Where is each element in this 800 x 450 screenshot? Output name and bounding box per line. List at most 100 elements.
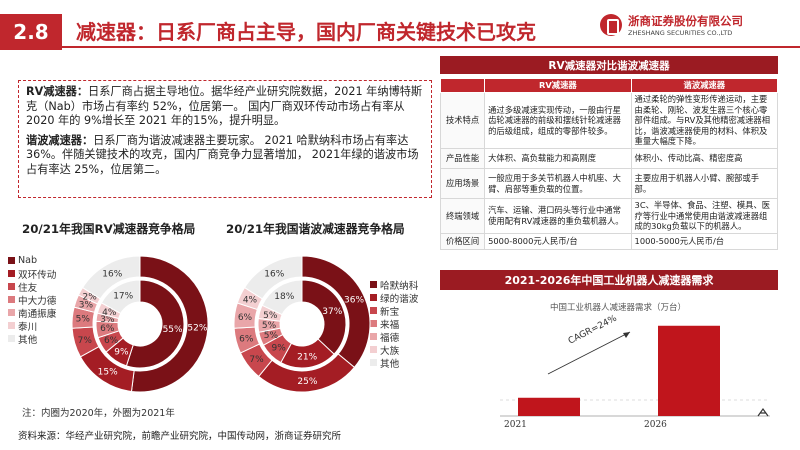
row-label: 终端领域 [439, 198, 486, 234]
rv-pie-inner-slice [100, 279, 141, 315]
hd-text: 日系厂商为谐波减速器主要玩家。 2021 哈默纳科市场占有率达 36%。伴随关键… [26, 133, 419, 176]
hd-cell: 3C、半导体、食品、注塑、模具、医疗等行业中通常使用由谐波减速器组成的30kg负… [630, 198, 779, 234]
hd-legend-item: 新宝 [370, 304, 418, 318]
table-row: 技术特点 通过多级减速实现传动，一般由行星齿轮减速器的前级和摆线针轮减速器的后级… [439, 92, 779, 149]
rv-pie-outer-label: 7% [78, 336, 93, 346]
hd-legend-item: 绿的谐波 [370, 291, 418, 305]
row-label: 产品性能 [439, 148, 486, 169]
comparison-title: RV减速器对比谐波减速器 [440, 56, 778, 74]
legend-swatch [8, 257, 15, 264]
rv-pie-outer-label: 5% [76, 315, 91, 325]
hd-legend-item: 其他 [370, 356, 418, 370]
rv-pie-title: 20/21年我国RV减速器竞争格局 [22, 222, 196, 236]
rv-pie-outer-label: 2% [82, 292, 97, 302]
hd-pie-outer-label: 36% [344, 296, 364, 306]
rv-cell: 大体积、高负载能力和高刚度 [484, 148, 632, 169]
bar-section-title: 2021-2026年中国工业机器人减速器需求 [440, 270, 778, 290]
row-label: 价格区间 [439, 232, 486, 250]
hd-cell: 体积小、传动比高、精密度高 [630, 148, 779, 169]
rv-legend-item: 中大力德 [8, 293, 56, 307]
rv-summary: RV减速器：日系厂商占据主导地位。据华经产业研究院数据，2021 年纳博特斯克（… [26, 85, 424, 129]
legend-swatch [370, 294, 377, 301]
hd-cell: 1000-5000元人民币/台 [630, 232, 779, 250]
legend-swatch [8, 335, 15, 342]
logo-name-en: ZHESHANG SECURITIES CO.,LTD [628, 29, 733, 37]
rv-pie-inner-slice [125, 279, 185, 369]
summary-box: RV减速器：日系厂商占据主导地位。据华经产业研究院数据，2021 年纳博特斯克（… [18, 80, 432, 198]
table-header-rv: RV减速器 [484, 78, 632, 93]
rv-cell: 通过多级减速实现传动，一般由行星齿轮减速器的前级和摆线针轮减速器的后级组成，组成… [484, 92, 632, 149]
rv-pie-outer-slice [130, 255, 209, 393]
hd-pie-outer-label: 6% [239, 334, 254, 344]
table-header-hd: 谐波减速器 [630, 78, 779, 93]
row-label: 技术特点 [439, 92, 486, 149]
bar-category-label: 2026 [644, 420, 667, 430]
legend-swatch [8, 309, 15, 316]
hd-pie-inner-label: 37% [322, 307, 342, 317]
row-label: 应用场景 [439, 168, 486, 199]
hd-legend-item: 大族 [370, 343, 418, 357]
hd-pie-inner-label: 21% [297, 353, 317, 363]
company-logo: 浙商证券股份有限公司 ZHESHANG SECURITIES CO.,LTD [600, 12, 790, 40]
source-note: 资料来源：华经产业研究院，前瞻产业研究院，中国传动网，浙商证券研究所 [18, 431, 342, 442]
rv-pie-inner-label: 3% [100, 315, 115, 325]
rv-pie-inner-label: 6% [104, 336, 119, 346]
legend-swatch [8, 296, 15, 303]
hd-summary: 谐波减速器：日系厂商为谐波减速器主要玩家。 2021 哈默纳科市场占有率达 36… [26, 134, 424, 178]
rv-legend-item: 南通振康 [8, 306, 56, 320]
rv-pie-inner-label: 17% [113, 292, 133, 302]
rv-pie-outer-slice [81, 255, 141, 300]
legend-swatch [8, 270, 15, 277]
section-number-badge: 2.8 [0, 14, 62, 50]
hd-pie-outer-label: 4% [243, 296, 258, 306]
rv-pie-outer-label: 3% [79, 301, 94, 311]
hd-pie-inner-label: 5% [262, 321, 277, 331]
table-row: 应用场景 一般应用于多关节机器人中机座、大臂、肩部等重负载的位置。 主要应用于机… [439, 168, 779, 199]
legend-swatch [8, 283, 15, 290]
legend-swatch [370, 320, 377, 327]
table-row: 终端领域 汽车、运输、港口码头等行业中通常使用配有RV减速器的重负载机器人。 3… [439, 198, 779, 234]
hd-cell: 主要应用于机器人小臂、腕部或手部。 [630, 168, 779, 199]
logo-name-cn: 浙商证券股份有限公司 [628, 14, 743, 28]
bar-chart: 中国工业机器人减速器需求（万台） CAGR=24% 2021 2026 [500, 302, 770, 430]
rv-cell: 一般应用于多关节机器人中机座、大臂、肩部等重负载的位置。 [484, 168, 632, 199]
rv-legend-item: Nab [8, 254, 56, 267]
hd-legend: 哈默纳科 绿的谐波 新宝 来福 福德 大族 其他 [370, 278, 418, 370]
rv-legend-item: 其他 [8, 332, 56, 346]
hd-pie-title: 20/21年我国谐波减速器竞争格局 [226, 222, 405, 236]
hd-pie-outer-label: 25% [297, 377, 317, 387]
rv-cell: 汽车、运输、港口码头等行业中通常使用配有RV减速器的重负载机器人。 [484, 198, 632, 234]
watermark-logo-icon [757, 407, 769, 417]
table-header-row: RV减速器 谐波减速器 [439, 78, 779, 93]
bar-chart-title: 中国工业机器人减速器需求（万台） [550, 302, 686, 313]
rv-text: 日系厂商占据主导地位。据华经产业研究院数据，2021 年纳博特斯克（Nab）市场… [26, 85, 423, 127]
hd-pie-outer-label: 6% [238, 313, 253, 323]
legend-swatch [370, 346, 377, 353]
hd-pie-inner-label: 9% [272, 343, 287, 353]
rv-cell: 5000-8000元人民币/台 [484, 232, 632, 250]
rv-pie-outer-label: 15% [98, 368, 118, 378]
hd-legend-item: 福德 [370, 330, 418, 344]
hd-pie-outer-slice [243, 255, 303, 300]
rv-keyword: RV减速器： [26, 85, 89, 98]
hd-legend-item: 来福 [370, 317, 418, 331]
hd-pie-inner-label: 5% [264, 331, 279, 341]
cagr-arrow-head [623, 332, 630, 338]
hd-pie-outer-label: 16% [264, 270, 284, 280]
rv-pie-inner-label: 9% [114, 347, 129, 357]
hd-pie-inner-label: 5% [263, 311, 278, 321]
legend-swatch [370, 359, 377, 366]
page-title: 减速器：日系厂商占主导，国内厂商关键技术已攻克 [76, 20, 536, 44]
legend-swatch [370, 281, 377, 288]
rv-legend-item: 双环传动 [8, 267, 56, 281]
table-header-blank [439, 78, 486, 93]
rv-pie-inner-label: 55% [163, 325, 183, 335]
logo-mark-icon [600, 14, 622, 36]
bar-2026 [658, 325, 720, 416]
rv-pie-outer-label: 16% [102, 270, 122, 280]
chart-note: 注：内圈为2020年，外圈为2021年 [22, 408, 175, 419]
legend-swatch [370, 333, 377, 340]
cagr-arrow [547, 331, 631, 375]
hd-keyword: 谐波减速器： [26, 133, 94, 147]
